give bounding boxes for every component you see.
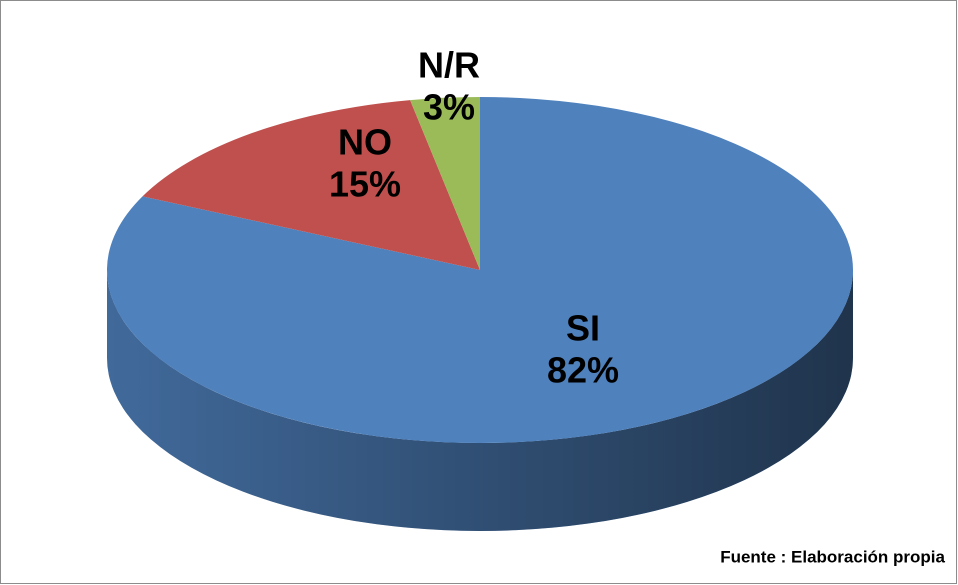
slice-category: SI	[566, 308, 600, 349]
pie-slice	[142, 100, 480, 271]
pie-slice	[410, 97, 480, 270]
pie-side-shade	[107, 270, 853, 531]
slice-value-label: 3%	[423, 87, 475, 128]
pie-side	[107, 270, 853, 531]
slice-category: NO	[338, 122, 392, 163]
slice-value-label: 15%	[329, 164, 401, 205]
pie-top	[106, 97, 854, 443]
annotation: Fuente : Elaboración propia	[720, 547, 945, 566]
slice-category: N/R	[418, 45, 480, 86]
slice-value-label: 82%	[547, 350, 619, 391]
